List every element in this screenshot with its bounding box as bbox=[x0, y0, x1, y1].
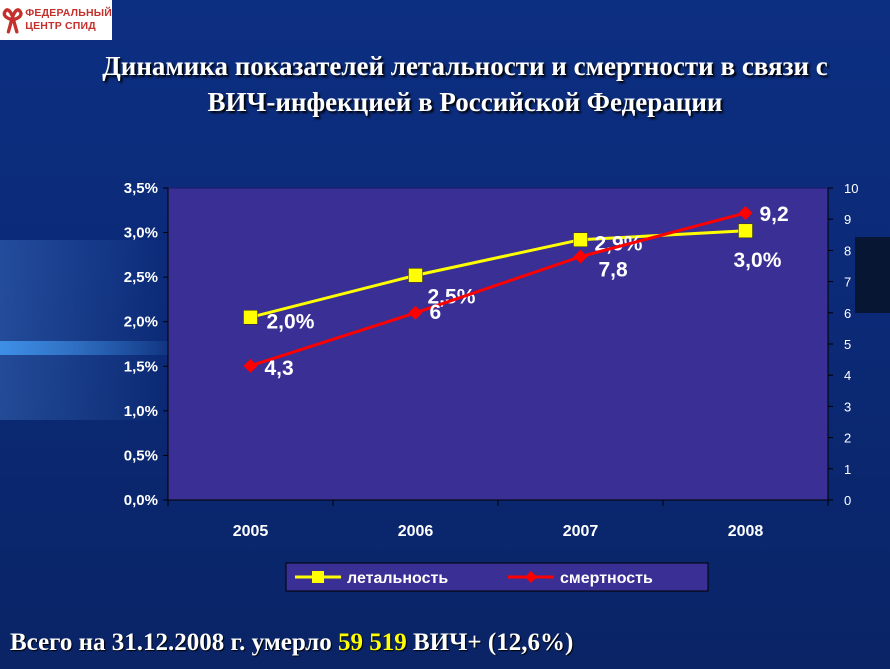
aids-ribbon-icon bbox=[2, 8, 23, 34]
y-left-tick-label: 0,5% bbox=[124, 447, 158, 464]
legend-box bbox=[285, 562, 709, 592]
y-right-tick-label: 5 bbox=[844, 337, 851, 352]
x-tick-label: 2007 bbox=[563, 523, 599, 540]
x-tick-label: 2008 bbox=[728, 523, 764, 540]
y-right-tick-label: 7 bbox=[844, 275, 851, 290]
y-right-tick-label: 1 bbox=[844, 462, 851, 477]
y-right-tick-label: 3 bbox=[844, 399, 851, 414]
x-tick-label: 2005 bbox=[233, 523, 269, 540]
series-0-data-label: 2,0% bbox=[267, 310, 315, 333]
y-left-tick-label: 1,5% bbox=[124, 358, 158, 375]
logo: ФЕДЕРАЛЬНЫЙ ЦЕНТР СПИД bbox=[0, 0, 112, 40]
footer-prefix: Всего на 31.12.2008 г. умерло bbox=[10, 629, 338, 656]
y-left-tick-label: 3,0% bbox=[124, 225, 158, 242]
series-0-point bbox=[738, 223, 753, 239]
y-right-tick-label: 9 bbox=[844, 212, 851, 227]
logo-text: ФЕДЕРАЛЬНЫЙ ЦЕНТР СПИД bbox=[25, 7, 112, 33]
legend-0-label: летальность bbox=[347, 570, 448, 587]
y-right-tick-label: 6 bbox=[844, 306, 851, 321]
series-1-data-label: 9,2 bbox=[760, 203, 789, 226]
y-right-tick-label: 10 bbox=[844, 181, 858, 196]
y-right-tick-label: 4 bbox=[844, 368, 851, 383]
footer-highlight: 59 519 bbox=[337, 629, 407, 656]
y-right-tick-label: 0 bbox=[844, 493, 851, 508]
series-1-line bbox=[250, 211, 746, 368]
series-1-data-label: 7,8 bbox=[599, 259, 629, 282]
background-dark-block bbox=[855, 237, 890, 313]
plot-area bbox=[167, 187, 829, 501]
series-1-point bbox=[573, 249, 588, 264]
background-stripe bbox=[0, 341, 170, 355]
y-left-tick-label: 0,0% bbox=[124, 492, 158, 509]
series-0-data-label: 3,0% bbox=[734, 249, 782, 272]
legend-1-label: смертность bbox=[560, 570, 653, 587]
x-tick-label: 2006 bbox=[398, 523, 434, 540]
legend-0-marker bbox=[312, 571, 324, 583]
series-1-data-label: 4,3 bbox=[265, 357, 294, 380]
footer-suffix: ВИЧ+ (12,6%) bbox=[406, 629, 574, 656]
title-line-1: Динамика показателей летальности и смерт… bbox=[102, 51, 828, 81]
legend-1-marker bbox=[525, 571, 537, 583]
y-left-tick-label: 3,5% bbox=[124, 180, 158, 197]
y-right-tick-label: 2 bbox=[844, 431, 851, 446]
footer-summary: Всего на 31.12.2008 г. умерло 59 519 ВИЧ… bbox=[10, 629, 573, 657]
y-right-tick-label: 8 bbox=[844, 243, 851, 258]
series-0-point bbox=[243, 310, 258, 325]
series-0-point bbox=[573, 232, 588, 247]
series-1-point bbox=[408, 305, 423, 320]
logo-line-1: ФЕДЕРАЛЬНЫЙ bbox=[25, 7, 112, 19]
y-left-tick-label: 1,0% bbox=[124, 403, 158, 420]
series-0-point bbox=[408, 268, 423, 283]
series-1-point bbox=[738, 205, 753, 220]
series-1-data-label: 6 bbox=[430, 301, 442, 324]
series-0-data-label: 2,5% bbox=[428, 285, 476, 308]
background-glow bbox=[0, 240, 170, 420]
logo-line-2: ЦЕНТР СПИД bbox=[25, 20, 96, 32]
y-left-tick-label: 2,0% bbox=[124, 314, 158, 331]
title-line-2: ВИЧ-инфекцией в Российской Федерации bbox=[207, 87, 723, 117]
series-1-point bbox=[243, 358, 258, 373]
y-left-tick-label: 2,5% bbox=[124, 269, 158, 286]
page-title: Динамика показателей летальности и смерт… bbox=[40, 48, 890, 120]
